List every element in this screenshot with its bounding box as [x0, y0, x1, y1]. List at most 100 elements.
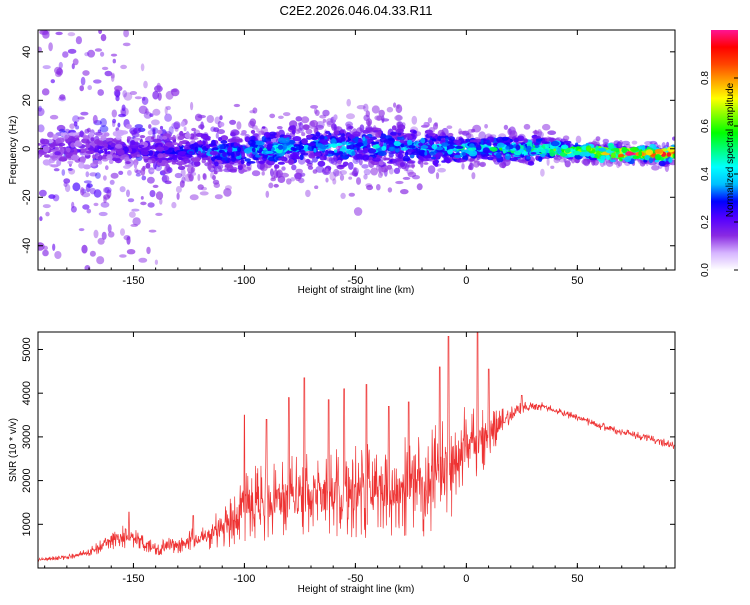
heatmap-band-point [427, 132, 434, 136]
heatmap-band-point [263, 132, 271, 138]
heatmap-scatter-point [146, 246, 151, 255]
heatmap-band-point [398, 151, 405, 154]
heatmap-scatter-point [381, 118, 390, 122]
heatmap-scatter-point [301, 116, 310, 124]
heatmap-scatter-point [174, 172, 183, 179]
heatmap-scatter-point [312, 157, 318, 163]
heatmap-band-point [50, 164, 59, 168]
heatmap-band-point [136, 154, 141, 157]
heatmap-scatter-point [471, 172, 476, 180]
heatmap-scatter-point [161, 174, 170, 183]
heatmap-scatter-point [363, 168, 371, 176]
heatmap-band-point [315, 131, 321, 137]
heatmap-band-point [277, 144, 284, 150]
heatmap-scatter-point [84, 128, 90, 134]
heatmap-scatter-point [273, 183, 279, 188]
heatmap-band-point [40, 138, 50, 145]
heatmap-band-point [73, 148, 78, 152]
heatmap-band-point [248, 139, 256, 146]
heatmap-band-point [292, 136, 302, 142]
heatmap-scatter-point [618, 140, 623, 146]
heatmap-band-point [331, 138, 337, 144]
heatmap-scatter-point [96, 256, 105, 265]
y-tick-label: 2000 [21, 468, 33, 492]
heatmap-scatter-point [376, 115, 382, 121]
heatmap-scatter-point [387, 187, 393, 193]
heatmap-scatter-point [197, 114, 206, 119]
x-tick-label: -150 [122, 573, 144, 585]
heatmap-frame [37, 29, 676, 271]
heatmap-scatter-point [99, 118, 107, 127]
heatmap-x-ticks: -150 -100 -50 0 50 [44, 30, 667, 287]
heatmap-scatter-point [50, 79, 55, 84]
heatmap-scatter-point [467, 129, 475, 133]
heatmap-scatter-point [290, 177, 296, 182]
heatmap-band-point [184, 133, 192, 139]
heatmap-band-point [437, 135, 442, 141]
heatmap-band-point [461, 152, 466, 156]
heatmap-band-point [327, 150, 335, 154]
heatmap-band-point [79, 156, 87, 162]
heatmap-scatter-point [265, 190, 270, 198]
heatmap-scatter-point [356, 105, 366, 110]
heatmap-scatter-point [126, 189, 130, 198]
heatmap-band-point [420, 162, 424, 168]
heatmap-scatter-point [666, 141, 670, 148]
heatmap-scatter-point [151, 119, 160, 126]
heatmap-scatter-point [38, 46, 42, 53]
heatmap-band-point [553, 148, 557, 152]
heatmap-band-point [302, 124, 310, 130]
heatmap-band-point [549, 150, 556, 157]
heatmap-band-point [308, 142, 316, 147]
heatmap-band-point [377, 150, 387, 157]
heatmap-band-point [68, 132, 77, 136]
heatmap-scatter-point [353, 207, 363, 216]
heatmap-band-point [313, 152, 322, 157]
heatmap-scatter-point [127, 198, 135, 203]
heatmap-band-point [346, 150, 351, 154]
heatmap-scatter-point [427, 165, 436, 174]
heatmap-scatter-point [72, 182, 81, 192]
heatmap-band-point [78, 148, 88, 154]
heatmap-scatter-point [120, 228, 125, 236]
heatmap-scatter-point [332, 178, 337, 185]
heatmap-scatter-point [365, 110, 370, 118]
heatmap-band-point [251, 147, 256, 153]
heatmap-scatter-point [100, 34, 107, 42]
heatmap-scatter-point [103, 196, 107, 204]
heatmap-band-point [300, 149, 306, 156]
heatmap-band-point [340, 137, 346, 142]
heatmap-band-point [90, 137, 95, 142]
heatmap-scatter-point [135, 173, 141, 177]
heatmap-band-point [442, 150, 448, 157]
heatmap-band-point [58, 142, 66, 147]
heatmap-scatter-point [59, 94, 66, 100]
heatmap-band-point [258, 160, 265, 164]
heatmap-scatter-point [152, 128, 156, 135]
heatmap-scatter-point [309, 120, 319, 127]
heatmap-scatter-point [223, 188, 232, 197]
heatmap-scatter-point [363, 174, 368, 180]
heatmap-scatter-point [326, 120, 332, 127]
heatmap-scatter-point [200, 121, 204, 130]
heatmap-band-point [149, 150, 154, 156]
heatmap-scatter-point [333, 124, 338, 131]
heatmap-scatter-point [252, 133, 259, 137]
heatmap-scatter-point [130, 223, 138, 227]
heatmap-scatter-point [47, 131, 54, 138]
heatmap-band-point [389, 159, 393, 163]
heatmap-band-point [365, 127, 374, 132]
heatmap-scatter-point [376, 184, 381, 191]
heatmap-scatter-point [173, 121, 181, 130]
heatmap-band-point [355, 142, 364, 147]
heatmap-scatter-point [367, 120, 371, 128]
heatmap-scatter-point [72, 58, 79, 66]
heatmap-band-point [378, 130, 382, 136]
heatmap-scatter-point [112, 118, 117, 124]
heatmap-band-point [468, 147, 477, 151]
heatmap-scatter-point [38, 107, 45, 117]
heatmap-scatter-point [270, 177, 277, 182]
heatmap-band-point [316, 156, 320, 159]
heatmap-scatter-point [278, 115, 284, 120]
heatmap-band-point [209, 150, 219, 156]
